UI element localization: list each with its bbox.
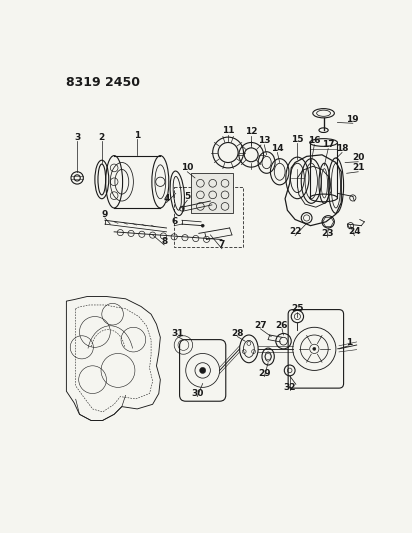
Text: 22: 22: [289, 227, 301, 236]
Text: 21: 21: [352, 164, 365, 172]
Text: 14: 14: [271, 144, 284, 153]
Circle shape: [313, 348, 316, 350]
Text: 3: 3: [74, 133, 80, 142]
Text: 18: 18: [336, 144, 348, 153]
Text: 32: 32: [283, 383, 296, 392]
Text: 13: 13: [258, 136, 271, 146]
Text: 7: 7: [219, 240, 225, 249]
Text: 30: 30: [191, 389, 204, 398]
Text: 9: 9: [102, 209, 108, 219]
Circle shape: [201, 224, 204, 227]
Text: 27: 27: [254, 321, 267, 330]
Text: 4: 4: [163, 194, 170, 203]
Text: 28: 28: [231, 329, 243, 338]
Text: 8319 2450: 8319 2450: [66, 76, 140, 90]
Text: 23: 23: [321, 229, 334, 238]
Bar: [191, 173, 234, 213]
Text: 16: 16: [308, 136, 321, 146]
Text: 2: 2: [99, 133, 105, 142]
Text: 10: 10: [181, 164, 194, 172]
Text: 5: 5: [184, 192, 190, 201]
Text: 24: 24: [348, 227, 360, 236]
Text: 25: 25: [291, 304, 304, 313]
Text: 17: 17: [322, 140, 335, 149]
Text: 29: 29: [258, 369, 271, 378]
Text: 8: 8: [161, 237, 167, 246]
Text: 1: 1: [346, 338, 352, 347]
Text: 1: 1: [134, 131, 140, 140]
Bar: [174, 187, 243, 247]
Text: 31: 31: [171, 329, 183, 338]
Text: 12: 12: [245, 127, 258, 136]
Text: 19: 19: [346, 115, 359, 124]
Text: 15: 15: [291, 135, 304, 144]
Text: 11: 11: [222, 126, 234, 135]
Circle shape: [199, 367, 206, 374]
Text: 6: 6: [171, 217, 177, 227]
Text: 26: 26: [276, 321, 288, 330]
Text: 20: 20: [352, 154, 364, 163]
